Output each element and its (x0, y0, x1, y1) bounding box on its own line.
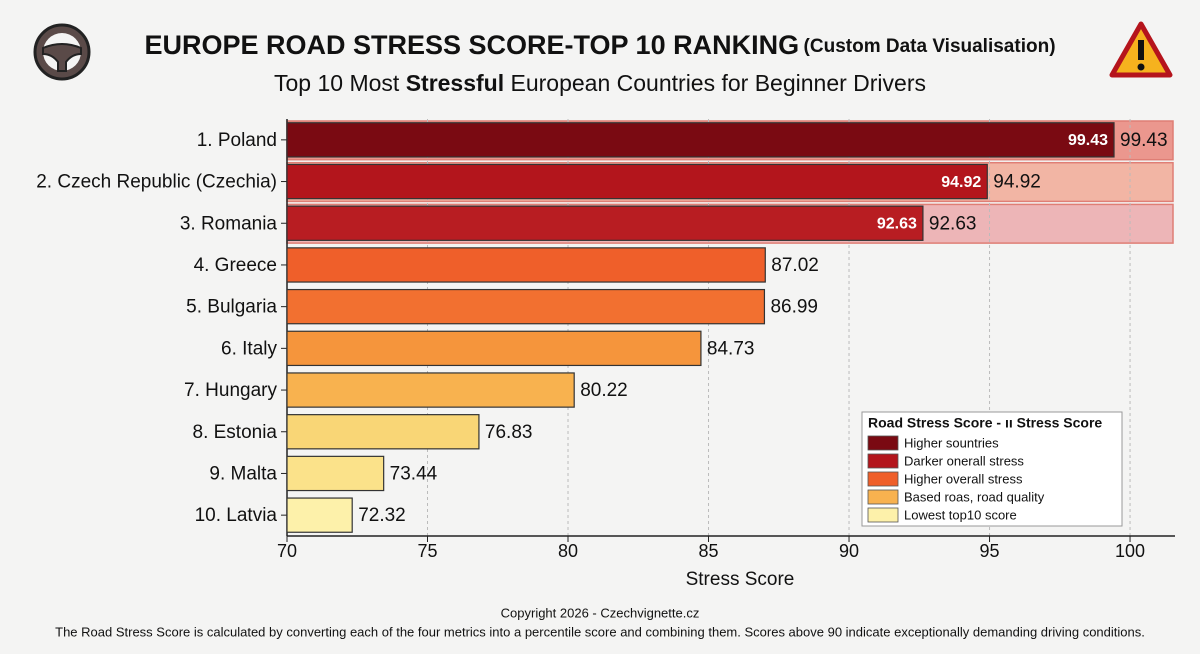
x-tick-label: 90 (839, 541, 859, 561)
value-label: 99.43 (1120, 130, 1168, 151)
y-tick-label: 9. Malta (209, 463, 277, 484)
footnote: The Road Stress Score is calculated by c… (55, 624, 1145, 639)
bar (286, 163, 988, 200)
x-tick-label: 80 (558, 541, 578, 561)
chart-title: EUROPE ROAD STRESS SCORE-TOP 10 RANKING … (144, 30, 1055, 60)
bar (286, 205, 924, 241)
legend-swatch (867, 435, 899, 451)
value-label: 73.44 (390, 463, 438, 484)
title-main: EUROPE ROAD STRESS SCORE-TOP 10 RANKING (144, 30, 799, 60)
y-tick-label: 5. Bulgaria (186, 297, 277, 318)
x-tick-label: 85 (699, 541, 719, 561)
subtitle: Top 10 Most Stressful European Countries… (274, 70, 926, 96)
legend-box (861, 411, 1123, 527)
legend-swatch (867, 507, 899, 523)
bar (286, 122, 1115, 158)
y-tick-label: 7. Hungary (184, 380, 277, 401)
bar (286, 455, 385, 492)
value-label: 86.99 (770, 297, 818, 318)
copyright: Copyright 2026 - Czechvignette.cz (501, 605, 700, 620)
subtitle-part: European Countries for Beginner Drivers (504, 70, 926, 96)
y-tick-label: 10. Latvia (195, 505, 278, 526)
bar (286, 497, 353, 533)
value-label: 76.83 (485, 422, 533, 443)
warning-icon (1109, 21, 1173, 78)
x-tick-label: 95 (980, 541, 1000, 561)
legend-swatch (867, 453, 899, 469)
value-label-inside: 99.43 (1068, 132, 1108, 149)
legend-label: Darker onerall stress (904, 453, 1024, 468)
steering-wheel-icon (33, 23, 91, 81)
value-label: 72.32 (358, 505, 406, 526)
title-note: (Custom Data Visualisation) (804, 36, 1056, 57)
legend-label: Higher overall stress (904, 471, 1023, 486)
subtitle-part: Stressful (406, 70, 504, 96)
y-tick-label: 6. Italy (221, 338, 277, 359)
y-tick-label: 1. Poland (197, 130, 277, 151)
y-tick-label: 3. Romania (180, 213, 278, 234)
legend-swatch (867, 489, 899, 505)
legend-swatch (867, 471, 899, 487)
value-label-inside: 94.92 (941, 174, 981, 191)
value-label: 92.63 (929, 213, 977, 234)
value-label: 94.92 (993, 172, 1041, 193)
subtitle-part: Top 10 Most (274, 70, 406, 96)
bar (286, 247, 766, 283)
legend-label: Based roas, road quality (904, 489, 1045, 504)
x-tick-label: 100 (1115, 541, 1145, 561)
bar (286, 414, 480, 450)
legend-label: Higher sountries (904, 435, 999, 450)
x-axis-title: Stress Score (686, 569, 795, 590)
legend-label: Lowest top10 score (904, 507, 1017, 522)
x-tick-label: 75 (417, 541, 437, 561)
y-tick-label: 2. Czech Republic (Czechia) (36, 172, 277, 193)
value-label: 80.22 (580, 380, 628, 401)
x-tick-label: 70 (277, 541, 297, 561)
y-tick-label: 8. Estonia (193, 422, 278, 443)
y-tick-label: 4. Greece (194, 255, 277, 276)
bar (286, 288, 766, 325)
value-label: 84.73 (707, 338, 755, 359)
bar (286, 330, 702, 367)
bar (286, 372, 575, 408)
value-label-inside: 92.63 (877, 215, 917, 232)
legend-title: Road Stress Score - ıı Stress Score (868, 415, 1102, 431)
value-label: 87.02 (771, 255, 819, 276)
